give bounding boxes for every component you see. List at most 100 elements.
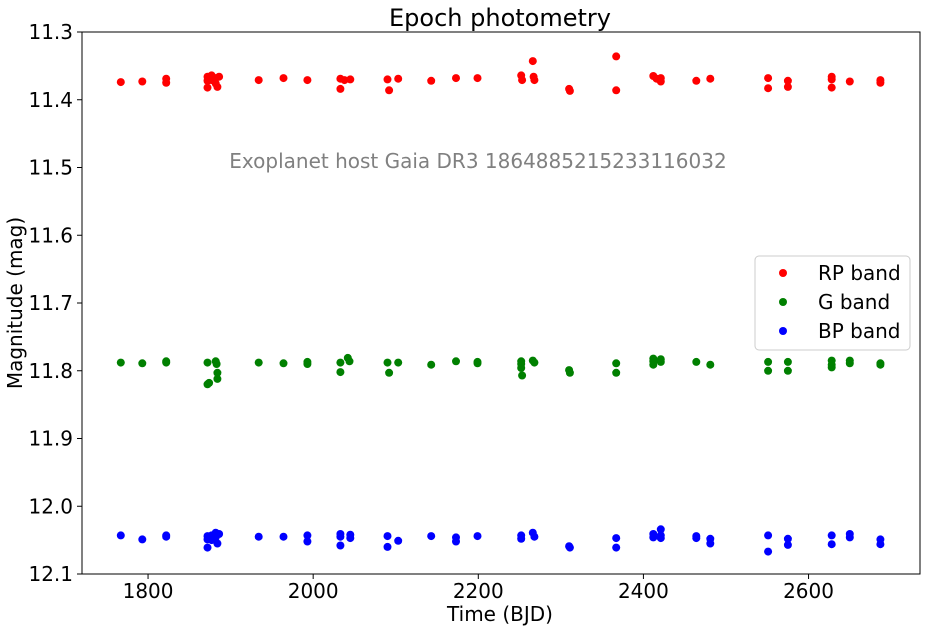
g-band-point [474,359,482,367]
g-band-point [213,375,221,383]
y-axis: 11.3 11.4 11.5 11.6 11.7 11.8 11.9 12.0 12.1 [28,20,82,586]
g-band-point [336,359,344,367]
rp-band-point [692,77,700,85]
y-tick-label: 11.8 [28,359,73,383]
bp-band-point [764,548,772,556]
rp-band-point [764,74,772,82]
g-band-point [205,379,213,387]
x-tick-label: 2600 [783,579,834,603]
rp-band-point [385,86,393,94]
chart-annotation: Exoplanet host Gaia DR3 1864885215233116… [229,149,726,173]
legend-label-rp-band: RP band [818,261,901,285]
legend: RP band G band BP band [755,256,910,350]
rp-band-point [138,78,146,86]
g-band-point [612,359,620,367]
g-band-point [846,359,854,367]
g-band-point [784,358,792,366]
rp-band-point [213,83,221,91]
rp-band-point [303,76,311,84]
g-band-point [612,369,620,377]
y-tick-label: 11.6 [28,223,73,247]
g-band-point [692,358,700,366]
rp-band-point [657,78,665,86]
rp-band-point [529,57,537,65]
g-band-point [384,359,392,367]
bp-band-point [303,538,311,546]
rp-band-point [706,75,714,83]
bp-band-point [828,531,836,539]
rp-band-point [828,75,836,83]
y-tick-label: 11.5 [28,156,73,180]
bp-band-point [138,535,146,543]
bp-band-point [649,533,657,541]
legend-marker-g-band [779,298,787,306]
g-band-point [784,367,792,375]
x-tick-label: 2000 [288,579,339,603]
g-band-point [138,359,146,367]
g-band-point [657,358,665,366]
bp-band-point [876,540,884,548]
x-axis-label: Time (BJD) [446,602,553,626]
bp-band-point [215,530,223,538]
bp-band-point [764,531,772,539]
rp-band-point [784,83,792,91]
rp-band-point [280,74,288,82]
bp-band-point [706,540,714,548]
bp-band-point [336,542,344,550]
bp-band-point [474,532,482,540]
bp-band-point [427,532,435,540]
g-band-point [452,357,460,365]
g-band-point [518,372,526,380]
rp-band-point [518,76,526,84]
g-band-point [117,359,125,367]
bp-band-point [162,533,170,541]
rp-band-point [427,77,435,85]
g-band-point [530,359,538,367]
bp-band-point [213,540,221,548]
rp-band-point [612,86,620,94]
y-tick-label: 11.9 [28,427,73,451]
y-axis-label: Magnitude (mag) [3,217,27,389]
legend-label-g-band: G band [818,290,890,314]
g-band-point [427,361,435,369]
rp-band-point [828,84,836,92]
bp-band-point [336,533,344,541]
bp-band-point [828,540,836,548]
bp-band-point [692,534,700,542]
chart-title: Epoch photometry [389,4,611,32]
g-band-point [706,361,714,369]
bp-band-point [384,543,392,551]
g-band-point [280,359,288,367]
g-band-point [517,364,525,372]
g-band-point [649,361,657,369]
bp-band-point [255,533,263,541]
legend-marker-bp-band [779,327,787,335]
bp-band-point [384,532,392,540]
bp-band-point [566,544,574,552]
rp-band-point [612,52,620,60]
g-band-point [566,369,574,377]
bp-band-point [204,544,212,552]
rp-band-point [162,79,170,87]
bp-band-point [117,531,125,539]
rp-band-point [215,73,223,81]
g-band-point [346,357,354,365]
g-band-point [303,360,311,368]
rp-band-point [876,79,884,87]
x-tick-label: 1800 [123,579,174,603]
y-tick-label: 11.7 [28,291,73,315]
rp-band-point [846,78,854,86]
g-band-point [204,359,212,367]
x-tick-label: 2200 [453,579,504,603]
y-tick-label: 12.0 [28,494,73,518]
rp-band-point [530,76,538,84]
bp-band-point [280,533,288,541]
bp-band-point [530,533,538,541]
y-tick-label: 11.4 [28,88,73,112]
y-tick-label: 12.1 [28,562,73,586]
bp-band-point [657,534,665,542]
g-band-point [764,367,772,375]
bp-band-point [612,534,620,542]
g-band-point [213,360,221,368]
